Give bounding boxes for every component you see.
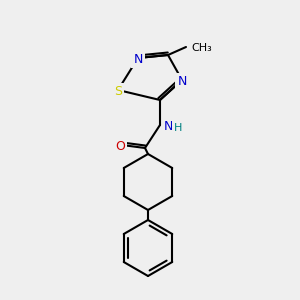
Text: N: N [177,75,187,88]
Text: S: S [114,85,122,98]
Text: CH₃: CH₃ [191,43,212,53]
Text: N: N [133,53,143,66]
Text: H: H [174,123,182,133]
Text: O: O [115,140,125,153]
Text: N: N [164,120,173,133]
